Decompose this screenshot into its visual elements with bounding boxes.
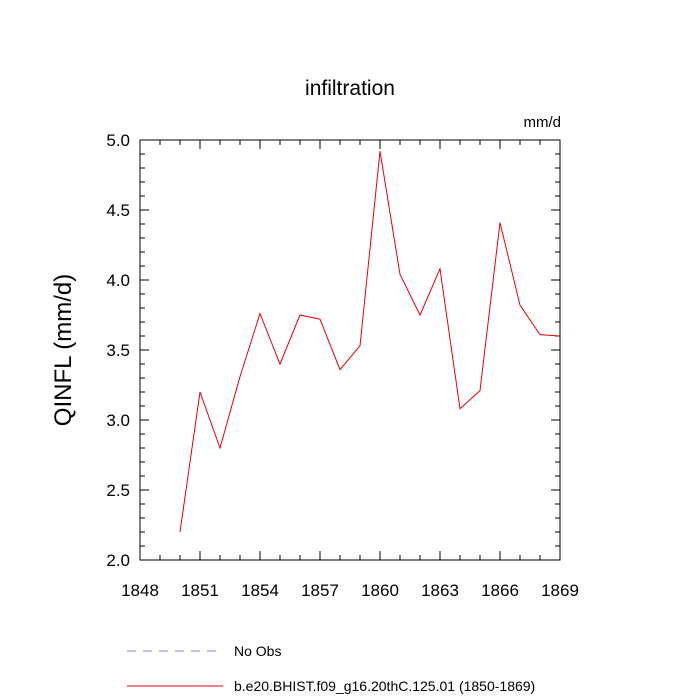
- series-layer: [179, 151, 561, 533]
- y-tick-label: 5.0: [106, 131, 130, 150]
- y-tick-label: 4.0: [106, 271, 130, 290]
- legend-label-no-obs: No Obs: [234, 643, 281, 659]
- plot-frame: [139, 139, 561, 561]
- x-tick-label: 1860: [361, 581, 399, 600]
- y-tick-label: 2.5: [106, 481, 130, 500]
- x-tick-label: 1866: [481, 581, 519, 600]
- x-tick-label: 1854: [241, 581, 279, 600]
- chart-title: infiltration: [305, 77, 395, 100]
- y-tick-label: 2.0: [106, 551, 130, 570]
- y-tick-label: 4.5: [106, 201, 130, 220]
- y-tick-label: 3.5: [106, 341, 130, 360]
- x-tick-label: 1848: [121, 581, 159, 600]
- series-line: [179, 151, 561, 533]
- x-tick-label: 1851: [181, 581, 219, 600]
- legend: No Obs b.e20.BHIST.f09_g16.20thC.125.01 …: [127, 643, 535, 694]
- y-tick-label: 3.0: [106, 411, 130, 430]
- ticks-layer: 1848 1851 1854 1857 1860 1863 1866 1869 2.0 2.5 3.…: [106, 131, 579, 600]
- units-label: mm/d: [524, 114, 562, 131]
- x-tick-label: 1869: [541, 581, 579, 600]
- x-tick-label: 1863: [421, 581, 459, 600]
- y-axis-label: QINFL (mm/d): [50, 274, 77, 426]
- legend-label-model: b.e20.BHIST.f09_g16.20thC.125.01 (1850-1…: [234, 678, 535, 694]
- x-tick-label: 1857: [301, 581, 339, 600]
